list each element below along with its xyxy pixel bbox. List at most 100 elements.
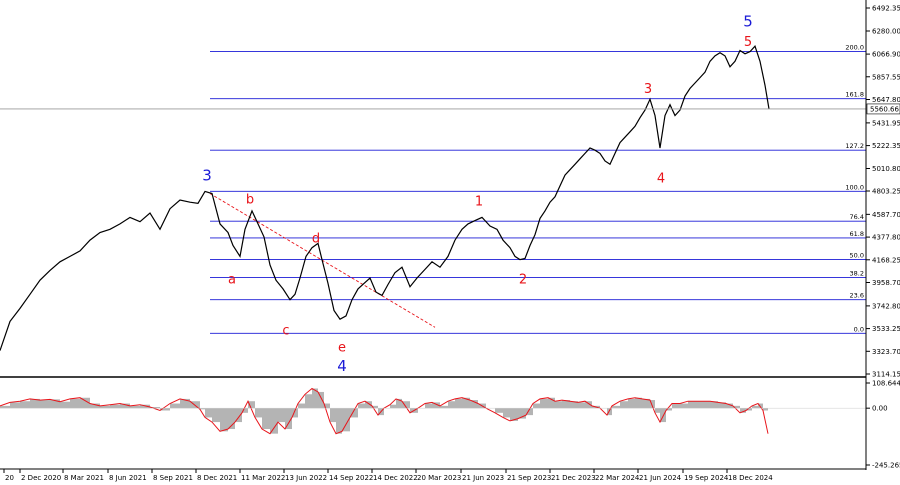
oscillator-tick-label: 108.644 xyxy=(872,380,900,388)
oscillator-bar xyxy=(80,397,90,409)
price-tick-label: 5222.35 xyxy=(872,142,900,150)
oscillator-bar xyxy=(555,401,562,409)
oscillator-bar xyxy=(726,403,733,409)
oscillator-bar xyxy=(526,408,533,416)
price-tick-label: 5647.80 xyxy=(872,96,900,104)
oscillator-bar xyxy=(642,398,650,409)
oscillator-bar xyxy=(688,401,695,409)
oscillator-bar xyxy=(733,405,740,409)
oscillator-bar xyxy=(518,408,526,419)
oscillator-bar xyxy=(270,408,278,434)
oscillator-bar xyxy=(432,402,440,409)
price-tick-label: 3958.70 xyxy=(872,279,900,287)
oscillator-bar xyxy=(540,398,548,409)
price-tick-label: 4168.25 xyxy=(872,256,900,264)
oscillator-bar xyxy=(402,401,410,409)
oscillator-axis: 108.644 0.00 -245.265 xyxy=(866,380,900,470)
oscillator-bar xyxy=(30,398,40,409)
price-tick-label: 4803.25 xyxy=(872,188,900,196)
oscillator-bar xyxy=(170,403,180,409)
time-tick-label: 21 Dec 2023 xyxy=(551,474,596,482)
price-tick-label: 3323.70 xyxy=(872,348,900,356)
time-tick-label: 20 Mar 2023 xyxy=(417,474,461,482)
oscillator-bar xyxy=(448,401,455,409)
oscillator-bar xyxy=(212,408,220,423)
oscillator-bar xyxy=(533,403,540,409)
oscillator-bar xyxy=(228,408,235,430)
oscillator-bar xyxy=(702,401,710,409)
time-tick-label: 14 Dec 2022 xyxy=(373,474,418,482)
oscillator-bar xyxy=(100,405,110,409)
price-tick-label: 6066.90 xyxy=(872,51,900,59)
oscillator-bar xyxy=(285,408,292,430)
oscillator-bar xyxy=(358,403,365,409)
fibonacci-level-label: 76.4 xyxy=(850,213,864,221)
time-tick-label: 21 Jun 2023 xyxy=(462,474,504,482)
time-tick-label: 14 Sep 2022 xyxy=(329,474,373,482)
price-tick-label: 4377.80 xyxy=(872,234,900,242)
time-tick-label: 8 Dec 2021 xyxy=(197,474,237,482)
time-tick-label: 21 Sep 2023 xyxy=(507,474,551,482)
oscillator-bar xyxy=(262,408,270,430)
wave-label: 3 xyxy=(644,82,652,97)
oscillator-bar xyxy=(305,394,312,409)
oscillator-bar xyxy=(90,403,100,409)
oscillator-bar xyxy=(336,408,342,434)
oscillator-bar xyxy=(752,405,758,409)
price-tick-label: 3533.25 xyxy=(872,325,900,333)
time-tick-label: 18 Dec 2024 xyxy=(728,474,773,482)
oscillator-bar xyxy=(220,408,228,432)
oscillator-bar xyxy=(150,407,160,409)
wave-label: 5 xyxy=(743,13,753,31)
oscillator-bar xyxy=(718,402,726,409)
oscillator-bar xyxy=(585,401,592,409)
oscillator-bar xyxy=(746,408,752,411)
oscillator-panel xyxy=(0,387,866,435)
time-tick-label: 22 Mar 2024 xyxy=(595,474,640,482)
oscillator-bar xyxy=(324,403,330,409)
time-tick-label: 21 Jun 2024 xyxy=(639,474,682,482)
oscillator-bar xyxy=(680,403,688,409)
oscillator-bar xyxy=(278,408,285,423)
wave-label: d xyxy=(312,231,320,246)
price-tick-label: 5857.55 xyxy=(872,73,900,81)
price-tick-label: 3742.80 xyxy=(872,302,900,310)
oscillator-bar xyxy=(440,405,448,409)
oscillator-bar xyxy=(130,405,140,409)
oscillator-bar xyxy=(650,400,655,409)
fibonacci-level-label: 0.0 xyxy=(854,325,864,333)
time-tick-label: 8 Mar 2021 xyxy=(64,474,104,482)
oscillator-bar xyxy=(470,400,478,409)
oscillator-bar xyxy=(255,408,262,418)
main-price-panel: 200.0161.8127.2100.076.461.850.038.223.6… xyxy=(0,13,866,378)
oscillator-bar xyxy=(425,403,432,409)
oscillator-bar xyxy=(758,403,763,409)
oscillator-bar xyxy=(672,403,680,409)
time-tick-label: 13 Jun 2022 xyxy=(285,474,327,482)
oscillator-bar xyxy=(396,398,402,409)
time-tick-label: 19 Sep 2024 xyxy=(684,474,729,482)
oscillator-bar xyxy=(628,398,635,409)
oscillator-bar xyxy=(120,403,130,409)
last-price-tag xyxy=(866,103,900,115)
oscillator-bar xyxy=(607,408,612,416)
price-axis: 6492.35 6280.00 6066.90 5857.55 5647.80 5431.… xyxy=(865,0,900,470)
fibonacci-level-label: 38.2 xyxy=(850,269,864,277)
oscillator-bar xyxy=(248,401,255,409)
fibonacci-level-label: 161.8 xyxy=(845,91,864,99)
wave-label: e xyxy=(338,341,346,356)
fibonacci-level-label: 100.0 xyxy=(845,183,864,191)
oscillator-bar xyxy=(495,408,503,413)
oscillator-bar xyxy=(365,401,372,409)
price-tick-label: 4587.70 xyxy=(872,211,900,219)
last-price-value: 5560.66 xyxy=(870,105,899,113)
oscillator-bar xyxy=(10,402,20,409)
time-tick-label: 20 xyxy=(5,474,14,482)
price-tick-label: 5431.95 xyxy=(872,119,900,127)
oscillator-bar xyxy=(70,398,80,409)
oscillator-bar xyxy=(620,401,628,409)
oscillator-bar xyxy=(60,401,70,409)
wave-label: 5 xyxy=(744,35,752,50)
oscillator-bar xyxy=(318,391,324,409)
wave-label: 3 xyxy=(202,167,212,185)
